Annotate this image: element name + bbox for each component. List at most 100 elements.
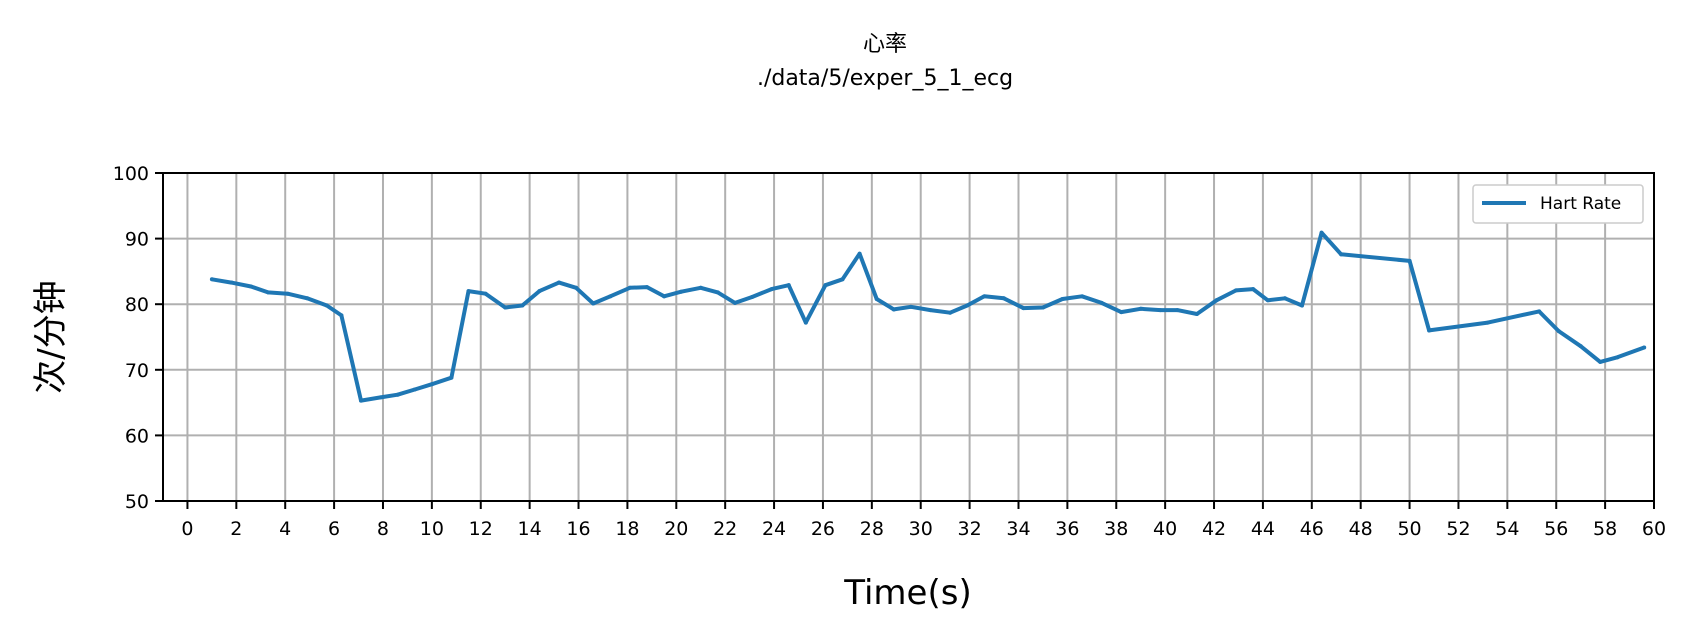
x-tick-label: 16 bbox=[566, 518, 590, 540]
data-point bbox=[574, 285, 579, 290]
data-point bbox=[285, 291, 290, 296]
data-point bbox=[803, 320, 808, 325]
data-point bbox=[1001, 296, 1006, 301]
data-point bbox=[786, 283, 791, 288]
data-point bbox=[627, 285, 632, 290]
data-point bbox=[483, 291, 488, 296]
legend-label-hart-rate: Hart Rate bbox=[1540, 194, 1621, 214]
x-tick-label: 42 bbox=[1202, 518, 1226, 540]
data-point bbox=[891, 307, 896, 312]
data-point bbox=[1175, 308, 1180, 313]
x-tick-label: 48 bbox=[1349, 518, 1373, 540]
x-tick-label: 18 bbox=[615, 518, 639, 540]
data-point bbox=[503, 305, 508, 310]
data-point bbox=[556, 280, 561, 285]
data-point bbox=[229, 280, 234, 285]
data-point bbox=[1319, 230, 1324, 235]
chart-title: 心率 bbox=[863, 32, 907, 57]
y-tick-label: 60 bbox=[125, 425, 149, 447]
x-tick-label: 2 bbox=[230, 518, 242, 540]
x-tick-label: 0 bbox=[181, 518, 193, 540]
data-point bbox=[1282, 296, 1287, 301]
series-line-hart-rate bbox=[211, 230, 1645, 403]
data-point bbox=[1427, 328, 1432, 333]
x-tick-label: 52 bbox=[1446, 518, 1470, 540]
data-point bbox=[466, 289, 471, 294]
data-point bbox=[965, 303, 970, 308]
data-point bbox=[1265, 298, 1270, 303]
data-point bbox=[412, 387, 417, 392]
y-tick-label: 50 bbox=[125, 491, 149, 513]
x-tick-label: 58 bbox=[1593, 518, 1617, 540]
x-tick-label: 28 bbox=[860, 518, 884, 540]
data-point bbox=[1021, 306, 1026, 311]
data-point bbox=[1099, 300, 1104, 305]
data-point bbox=[378, 395, 383, 400]
x-tick-label: 4 bbox=[279, 518, 291, 540]
data-point bbox=[982, 294, 987, 299]
data-point bbox=[948, 310, 953, 315]
data-point bbox=[1485, 320, 1490, 325]
data-point bbox=[248, 284, 253, 289]
data-point bbox=[266, 290, 271, 295]
data-point bbox=[1615, 355, 1620, 360]
y-tick-label: 90 bbox=[125, 229, 149, 251]
x-tick-label: 36 bbox=[1055, 518, 1079, 540]
grid bbox=[163, 172, 1655, 502]
x-tick-label: 38 bbox=[1104, 518, 1128, 540]
data-point bbox=[928, 308, 933, 313]
data-point bbox=[874, 296, 879, 301]
data-point bbox=[908, 304, 913, 309]
data-point bbox=[1300, 303, 1305, 308]
data-point bbox=[1598, 359, 1603, 364]
x-tick-label: 44 bbox=[1251, 518, 1275, 540]
x-tick-label: 40 bbox=[1153, 518, 1177, 540]
data-point bbox=[769, 287, 774, 292]
data-point bbox=[1060, 296, 1065, 301]
data-point bbox=[857, 251, 862, 256]
x-tick-label: 54 bbox=[1495, 518, 1519, 540]
x-tick-label: 12 bbox=[469, 518, 493, 540]
x-tick-label: 34 bbox=[1006, 518, 1030, 540]
data-point bbox=[1040, 305, 1045, 310]
data-point bbox=[520, 303, 525, 308]
data-point bbox=[1080, 294, 1085, 299]
data-point bbox=[1158, 308, 1163, 313]
data-point bbox=[1642, 345, 1647, 350]
data-point bbox=[662, 294, 667, 299]
data-point bbox=[1234, 288, 1239, 293]
legend-box bbox=[1472, 184, 1644, 224]
data-point bbox=[209, 277, 214, 282]
legend: Hart Rate bbox=[1472, 184, 1644, 224]
data-point bbox=[1119, 310, 1124, 315]
x-tick-label: 50 bbox=[1397, 518, 1421, 540]
data-point bbox=[1214, 298, 1219, 303]
data-point bbox=[429, 382, 434, 387]
chart-subtitle: ./data/5/exper_5_1_ecg bbox=[757, 66, 1013, 91]
x-tick-label: 20 bbox=[664, 518, 688, 540]
data-point bbox=[591, 301, 596, 306]
data-point bbox=[679, 289, 684, 294]
ticks: 0 2 4 6 8 10 12 14 16 18 20 22 24 26 28 30 32 34 36 38 40 42 4… bbox=[113, 163, 1666, 540]
x-tick-label: 10 bbox=[420, 518, 444, 540]
x-tick-label: 24 bbox=[762, 518, 786, 540]
y-axis-label: 次/分钟 bbox=[31, 280, 71, 393]
data-point bbox=[823, 283, 828, 288]
x-axis-label: Time(s) bbox=[843, 573, 971, 613]
data-point bbox=[1537, 309, 1542, 314]
x-tick-label: 8 bbox=[377, 518, 389, 540]
data-point bbox=[644, 285, 649, 290]
data-point bbox=[1339, 252, 1344, 257]
x-tick-label: 60 bbox=[1642, 518, 1666, 540]
data-point bbox=[537, 289, 542, 294]
data-point bbox=[1556, 329, 1561, 334]
x-tick-label: 32 bbox=[958, 518, 982, 540]
data-point bbox=[1578, 344, 1583, 349]
y-tick-label: 80 bbox=[125, 294, 149, 316]
series-layer bbox=[209, 230, 1647, 403]
x-tick-label: 6 bbox=[328, 518, 340, 540]
plot-frame bbox=[162, 172, 1655, 502]
x-tick-label: 14 bbox=[518, 518, 542, 540]
data-point bbox=[324, 303, 329, 308]
